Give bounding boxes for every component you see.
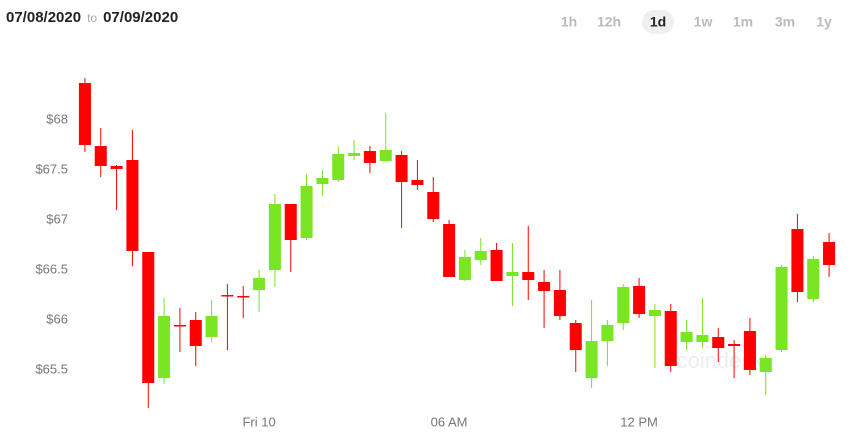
candle-body	[300, 186, 313, 238]
candle-body	[775, 267, 788, 350]
y-tick-label: $67.5	[35, 161, 68, 176]
y-tick-label: $66	[46, 311, 68, 326]
candle-body	[284, 204, 297, 240]
candle-body	[395, 155, 408, 182]
candle-body	[458, 257, 471, 280]
y-tick-label: $65.5	[35, 361, 68, 376]
candle-body	[522, 272, 535, 280]
candle-body	[253, 278, 266, 290]
candle-body	[743, 331, 756, 370]
candle-body	[158, 316, 171, 378]
candle-body	[221, 295, 234, 297]
candle-body	[332, 154, 345, 180]
candle-body	[173, 325, 186, 327]
candle-body	[268, 204, 281, 270]
candle-body	[617, 287, 630, 323]
x-tick-label: 12 PM	[620, 414, 658, 429]
candle-body	[474, 251, 487, 260]
candle-body	[237, 296, 250, 298]
candle-body	[427, 192, 440, 219]
range-highlight	[642, 10, 674, 34]
candle-body	[411, 180, 424, 185]
candle-body	[601, 325, 614, 341]
candle-body	[189, 320, 202, 346]
candle-body	[142, 252, 155, 383]
range-button[interactable]: 1m	[733, 14, 753, 30]
candle-body	[78, 83, 91, 145]
range-button[interactable]: 12h	[597, 14, 621, 30]
y-tick-label: $68	[46, 111, 68, 126]
candle-body	[807, 259, 820, 299]
candle-body	[94, 146, 107, 166]
date-separator: to	[87, 11, 97, 25]
candle-body	[506, 272, 519, 276]
candle-body	[443, 224, 456, 277]
candle-body	[648, 310, 661, 316]
x-tick-label: Fri 10	[242, 414, 275, 429]
candle-body	[680, 332, 693, 342]
candle-body	[791, 229, 804, 292]
candle-body	[728, 344, 741, 346]
candle-body	[823, 242, 836, 265]
y-tick-label: $66.5	[35, 261, 68, 276]
y-tick-label: $67	[46, 211, 68, 226]
range-button[interactable]: 1h	[561, 14, 577, 30]
candle-body	[110, 166, 123, 169]
candle-body	[633, 286, 646, 314]
candle-body	[664, 311, 677, 366]
candle-body	[585, 341, 598, 378]
candle-body	[348, 153, 361, 156]
candle-body	[205, 316, 218, 337]
range-button[interactable]: 1y	[816, 14, 832, 30]
candle-body	[538, 282, 551, 291]
date-to: 07/09/2020	[103, 9, 178, 26]
candle-body	[553, 290, 566, 316]
candle-body	[759, 358, 772, 372]
candle-body	[569, 323, 582, 350]
candle-body	[696, 335, 709, 342]
candle-body	[363, 151, 376, 163]
range-button[interactable]: 1d	[650, 14, 666, 30]
range-button[interactable]: 1w	[694, 14, 713, 30]
date-from: 07/08/2020	[6, 9, 81, 26]
candle-body	[712, 337, 725, 348]
candle-body	[316, 178, 329, 184]
range-button[interactable]: 3m	[775, 14, 795, 30]
candle-body	[379, 150, 392, 161]
candle-body	[490, 250, 503, 281]
candle-body	[126, 160, 139, 251]
x-tick-label: 06 AM	[431, 414, 468, 429]
